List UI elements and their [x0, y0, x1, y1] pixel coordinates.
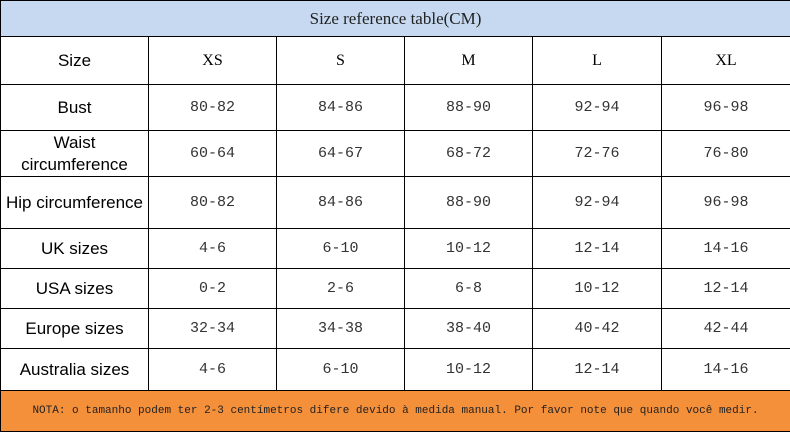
column-header: XL	[662, 37, 790, 85]
table-cell: 92-94	[533, 177, 662, 229]
column-header: L	[533, 37, 662, 85]
table-cell: 80-82	[149, 177, 277, 229]
table-cell: 84-86	[277, 177, 405, 229]
table-cell: 6-10	[277, 229, 405, 269]
table-cell: 6-8	[405, 269, 533, 309]
table-cell: 34-38	[277, 309, 405, 349]
table-cell: 72-76	[533, 131, 662, 177]
table-title: Size reference table(CM)	[1, 1, 790, 37]
table-cell: 84-86	[277, 85, 405, 131]
table-cell: 60-64	[149, 131, 277, 177]
table-cell: 40-42	[533, 309, 662, 349]
table-cell: 80-82	[149, 85, 277, 131]
table-cell: 0-2	[149, 269, 277, 309]
note-row: NOTA: o tamanho podem ter 2-3 centímetro…	[1, 391, 790, 432]
row-header: Bust	[1, 85, 149, 131]
row-header: Size	[1, 37, 149, 85]
table-cell: 6-10	[277, 349, 405, 391]
table-cell: 68-72	[405, 131, 533, 177]
table-cell: 88-90	[405, 177, 533, 229]
table-cell: 92-94	[533, 85, 662, 131]
table-cell: 12-14	[533, 229, 662, 269]
column-header: S	[277, 37, 405, 85]
row-header: UK sizes	[1, 229, 149, 269]
table-cell: 42-44	[662, 309, 790, 349]
note: NOTA: o tamanho podem ter 2-3 centímetro…	[1, 391, 790, 432]
table-cell: 10-12	[533, 269, 662, 309]
table-cell: 96-98	[662, 177, 790, 229]
table-cell: 12-14	[662, 269, 790, 309]
table-cell: 10-12	[405, 229, 533, 269]
row-header: Waist circumference	[1, 131, 149, 177]
table-cell: 64-67	[277, 131, 405, 177]
column-header: M	[405, 37, 533, 85]
table-cell: 96-98	[662, 85, 790, 131]
table-cell: 2-6	[277, 269, 405, 309]
table-cell: 88-90	[405, 85, 533, 131]
column-header: XS	[149, 37, 277, 85]
table-cell: 32-34	[149, 309, 277, 349]
row-header: Europe sizes	[1, 309, 149, 349]
table-cell: 4-6	[149, 349, 277, 391]
title-row: Size reference table(CM)	[1, 1, 790, 37]
row-header: Hip circumference	[1, 177, 149, 229]
row-header: Australia sizes	[1, 349, 149, 391]
table-cell: 14-16	[662, 229, 790, 269]
table-cell: 76-80	[662, 131, 790, 177]
row-header: USA sizes	[1, 269, 149, 309]
table-cell: 14-16	[662, 349, 790, 391]
table-cell: 4-6	[149, 229, 277, 269]
table-cell: 12-14	[533, 349, 662, 391]
table-cell: 38-40	[405, 309, 533, 349]
table-cell: 10-12	[405, 349, 533, 391]
